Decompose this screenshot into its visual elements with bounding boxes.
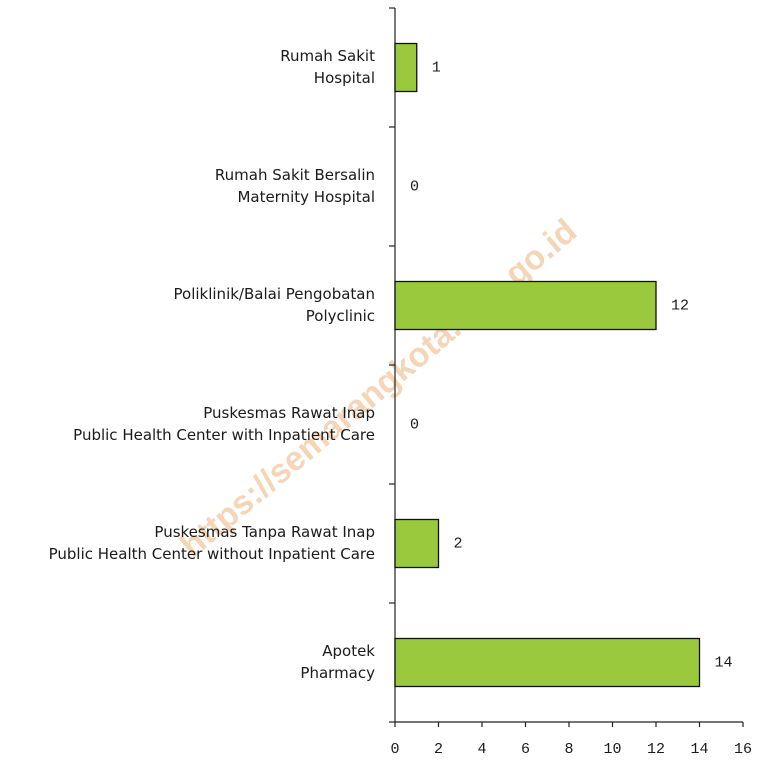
y-tick-label: Puskesmas Tanpa Rawat Inap	[154, 523, 375, 541]
value-label: 2	[454, 535, 463, 552]
x-tick-label: 0	[390, 741, 399, 758]
value-label: 1	[432, 59, 441, 76]
value-label: 12	[671, 297, 689, 314]
x-tick-label: 12	[647, 741, 665, 758]
x-tick-label: 6	[521, 741, 530, 758]
bar	[394, 42, 418, 93]
x-tick-label: 16	[734, 741, 752, 758]
x-tick-label: 4	[477, 741, 486, 758]
y-tick-label: Poliklinik/Balai Pengobatan	[174, 285, 375, 303]
y-tick-label: Puskesmas Rawat Inap	[203, 404, 375, 422]
y-tick-label: Public Health Center with Inpatient Care	[73, 426, 375, 444]
watermark: https://semarangkota.bps.go.id	[173, 212, 584, 565]
value-label: 14	[715, 654, 733, 671]
y-tick-label: Rumah Sakit	[280, 47, 375, 65]
x-tick-label: 10	[603, 741, 621, 758]
bar	[394, 518, 440, 569]
y-tick-label: Apotek	[322, 642, 375, 660]
value-label: 0	[410, 416, 419, 433]
y-tick-label: Rumah Sakit Bersalin	[215, 166, 375, 184]
value-label: 0	[410, 178, 419, 195]
x-tick-label: 8	[564, 741, 573, 758]
y-tick-label: Public Health Center without Inpatient C…	[49, 545, 375, 563]
bar	[394, 637, 701, 688]
bar	[394, 280, 657, 331]
x-tick-label: 2	[434, 741, 443, 758]
y-tick-label: Maternity Hospital	[237, 188, 375, 206]
y-tick-label: Pharmacy	[300, 664, 375, 682]
x-tick-label: 14	[690, 741, 708, 758]
y-tick-label: Hospital	[314, 69, 375, 87]
y-tick-label: Polyclinic	[306, 307, 375, 325]
